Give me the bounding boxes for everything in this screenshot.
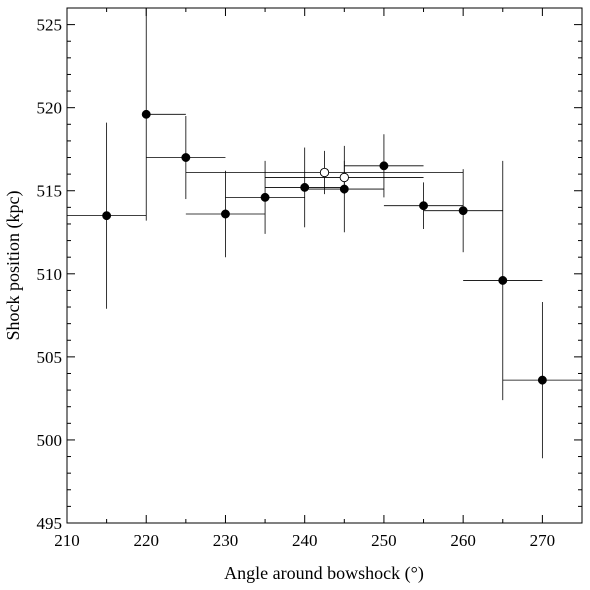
open-data-point bbox=[319, 167, 330, 178]
plot-frame bbox=[66, 7, 583, 524]
x-tick-label: 250 bbox=[371, 531, 397, 550]
data-point bbox=[102, 211, 112, 221]
x-axis-label: Angle around bowshock (°) bbox=[224, 563, 424, 584]
data-point bbox=[379, 161, 389, 171]
data-point bbox=[537, 375, 547, 385]
y-tick-label: 495 bbox=[37, 514, 63, 533]
data-point bbox=[498, 276, 508, 285]
x-tick-label: 270 bbox=[530, 531, 556, 550]
y-tick-label: 500 bbox=[37, 431, 63, 450]
open-data-point bbox=[339, 172, 349, 183]
y-tick-label: 505 bbox=[37, 348, 63, 367]
data-point bbox=[300, 182, 310, 192]
y-tick-label: 520 bbox=[37, 99, 63, 118]
axis-ticks bbox=[66, 7, 583, 524]
y-tick-label: 515 bbox=[37, 182, 63, 201]
data-point bbox=[339, 184, 349, 194]
x-tick-label: 260 bbox=[450, 531, 476, 550]
y-axis-label: Shock position (kpc) bbox=[3, 191, 24, 341]
x-tick-label: 230 bbox=[213, 531, 239, 550]
data-point bbox=[260, 192, 270, 202]
y-tick-label: 510 bbox=[37, 265, 63, 284]
data-point bbox=[141, 109, 151, 119]
data-points bbox=[102, 109, 547, 385]
data-point bbox=[458, 206, 468, 216]
x-tick-label: 240 bbox=[292, 531, 318, 550]
data-point bbox=[221, 209, 230, 219]
data-point bbox=[181, 153, 191, 162]
axis-tick-labels: 210 220 230 240 250 260 270 495 500 505 510 515 520 5… bbox=[37, 16, 556, 550]
data-point bbox=[419, 201, 428, 211]
x-tick-label: 210 bbox=[54, 531, 80, 550]
error-bars bbox=[67, 8, 582, 459]
x-tick-label: 220 bbox=[133, 531, 159, 550]
y-tick-label: 525 bbox=[37, 16, 63, 35]
